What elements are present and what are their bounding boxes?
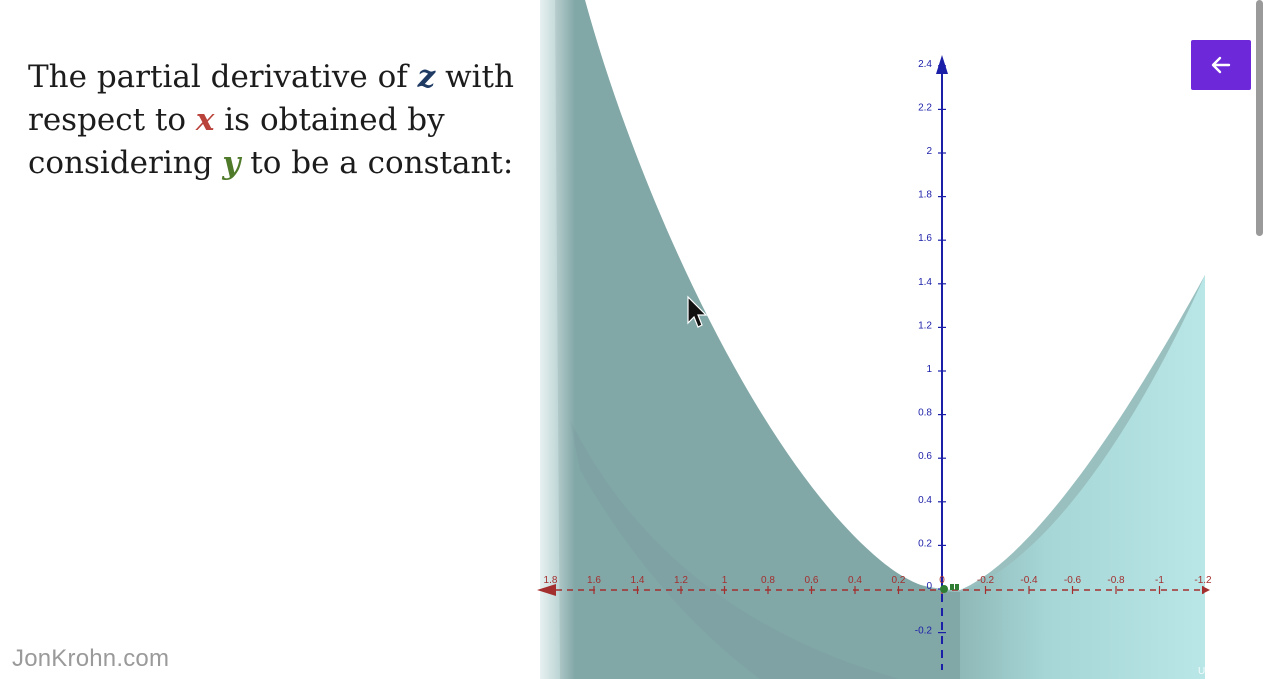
surface-shade-band [570,420,900,679]
x-axis-tick-label: 1.4 [631,575,645,586]
y-axis-tick-label: 1.8 [918,190,932,201]
text-line-1: The partial derivative of z with [28,56,528,99]
y-axis-tick-label: 1.2 [918,320,932,331]
text-fragment: is obtained by [214,102,445,138]
site-watermark: JonKrohn.com [12,645,170,672]
x-axis-tick-label: -0.2 [977,575,995,586]
x-axis-tick-label: -0.4 [1020,575,1038,586]
surface-left-sheet [555,0,960,679]
text-fragment: to be a constant: [240,145,514,181]
variable-z: z [417,59,436,95]
x-axis-tick-label: -0.8 [1107,575,1125,586]
y-axis-tick-label: 2.4 [918,59,932,70]
arrow-left-icon [1211,56,1231,74]
y-axis-tick-label: 0.6 [918,451,932,462]
x-axis-end-arrow-icon [1202,586,1210,594]
y-axis-tick-label: 1.4 [918,277,932,288]
text-line-2: respect to x is obtained by [28,99,528,142]
y-axis-tick-label: -0.2 [915,626,933,637]
scrollbar-thumb[interactable] [1256,0,1263,236]
surface-right-sheet [960,275,1205,679]
text-fragment: respect to [28,102,196,138]
y-axis: 2.4 2.2 2 1.8 1.6 1.4 1.2 1 0.8 0.6 0.4 0.2 0 -0.2 [915,55,948,670]
y-axis-tick-label: 1.6 [918,233,932,244]
mouse-cursor-icon [687,295,708,328]
x-axis-tick-label: 0.4 [848,575,862,586]
x-axis-tick-label: -1.2 [1194,575,1212,586]
origin-point[interactable] [940,584,959,593]
variable-x: x [195,102,215,138]
y-axis-arrow-icon [936,55,948,74]
x-axis-tick-label: 0.2 [892,575,906,586]
y-axis-tick-label: 0 [926,581,932,592]
text-fragment: The partial derivative of [28,59,418,95]
text-fragment: considering [28,145,223,181]
surface-edge-fade [530,0,575,679]
surface [530,0,1205,679]
x-axis-tick-label: 1 [722,575,728,586]
x-axis-tick-label: 0 [939,575,945,586]
slide-text: The partial derivative of z with respect… [28,56,528,185]
y-axis-tick-label: 2 [926,146,932,157]
x-axis-tick-label: -0.6 [1064,575,1082,586]
y-axis-tick-label: 1 [926,364,932,375]
x-axis-tick-label: 0.6 [805,575,819,586]
variable-y: y [222,145,241,181]
x-axis-tick-label: 1.8 [544,575,558,586]
y-axis-tick-label: 2.2 [918,102,932,113]
x-axis-tick-label: 1.2 [674,575,688,586]
x-axis-arrow-icon [537,584,556,596]
y-axis-tick-label: 0.4 [918,495,932,506]
x-axis-tick-label: 0.8 [761,575,775,586]
y-axis-tick-label: 0.8 [918,408,932,419]
back-button[interactable] [1191,40,1251,90]
udemy-watermark: Udemy [1198,666,1230,677]
y-axis-tick-label: 0.2 [918,538,932,549]
text-fragment: with [435,59,514,95]
x-axis-tick-label: 1.6 [587,575,601,586]
text-line-3: considering y to be a constant: [28,142,528,185]
x-axis-tick-label: -1 [1155,575,1164,586]
x-axis: 1.8 1.6 1.4 1.2 1 0.8 0.6 0.4 0.2 0 -0.2 -0.4 -0.6 -0… [537,575,1212,596]
